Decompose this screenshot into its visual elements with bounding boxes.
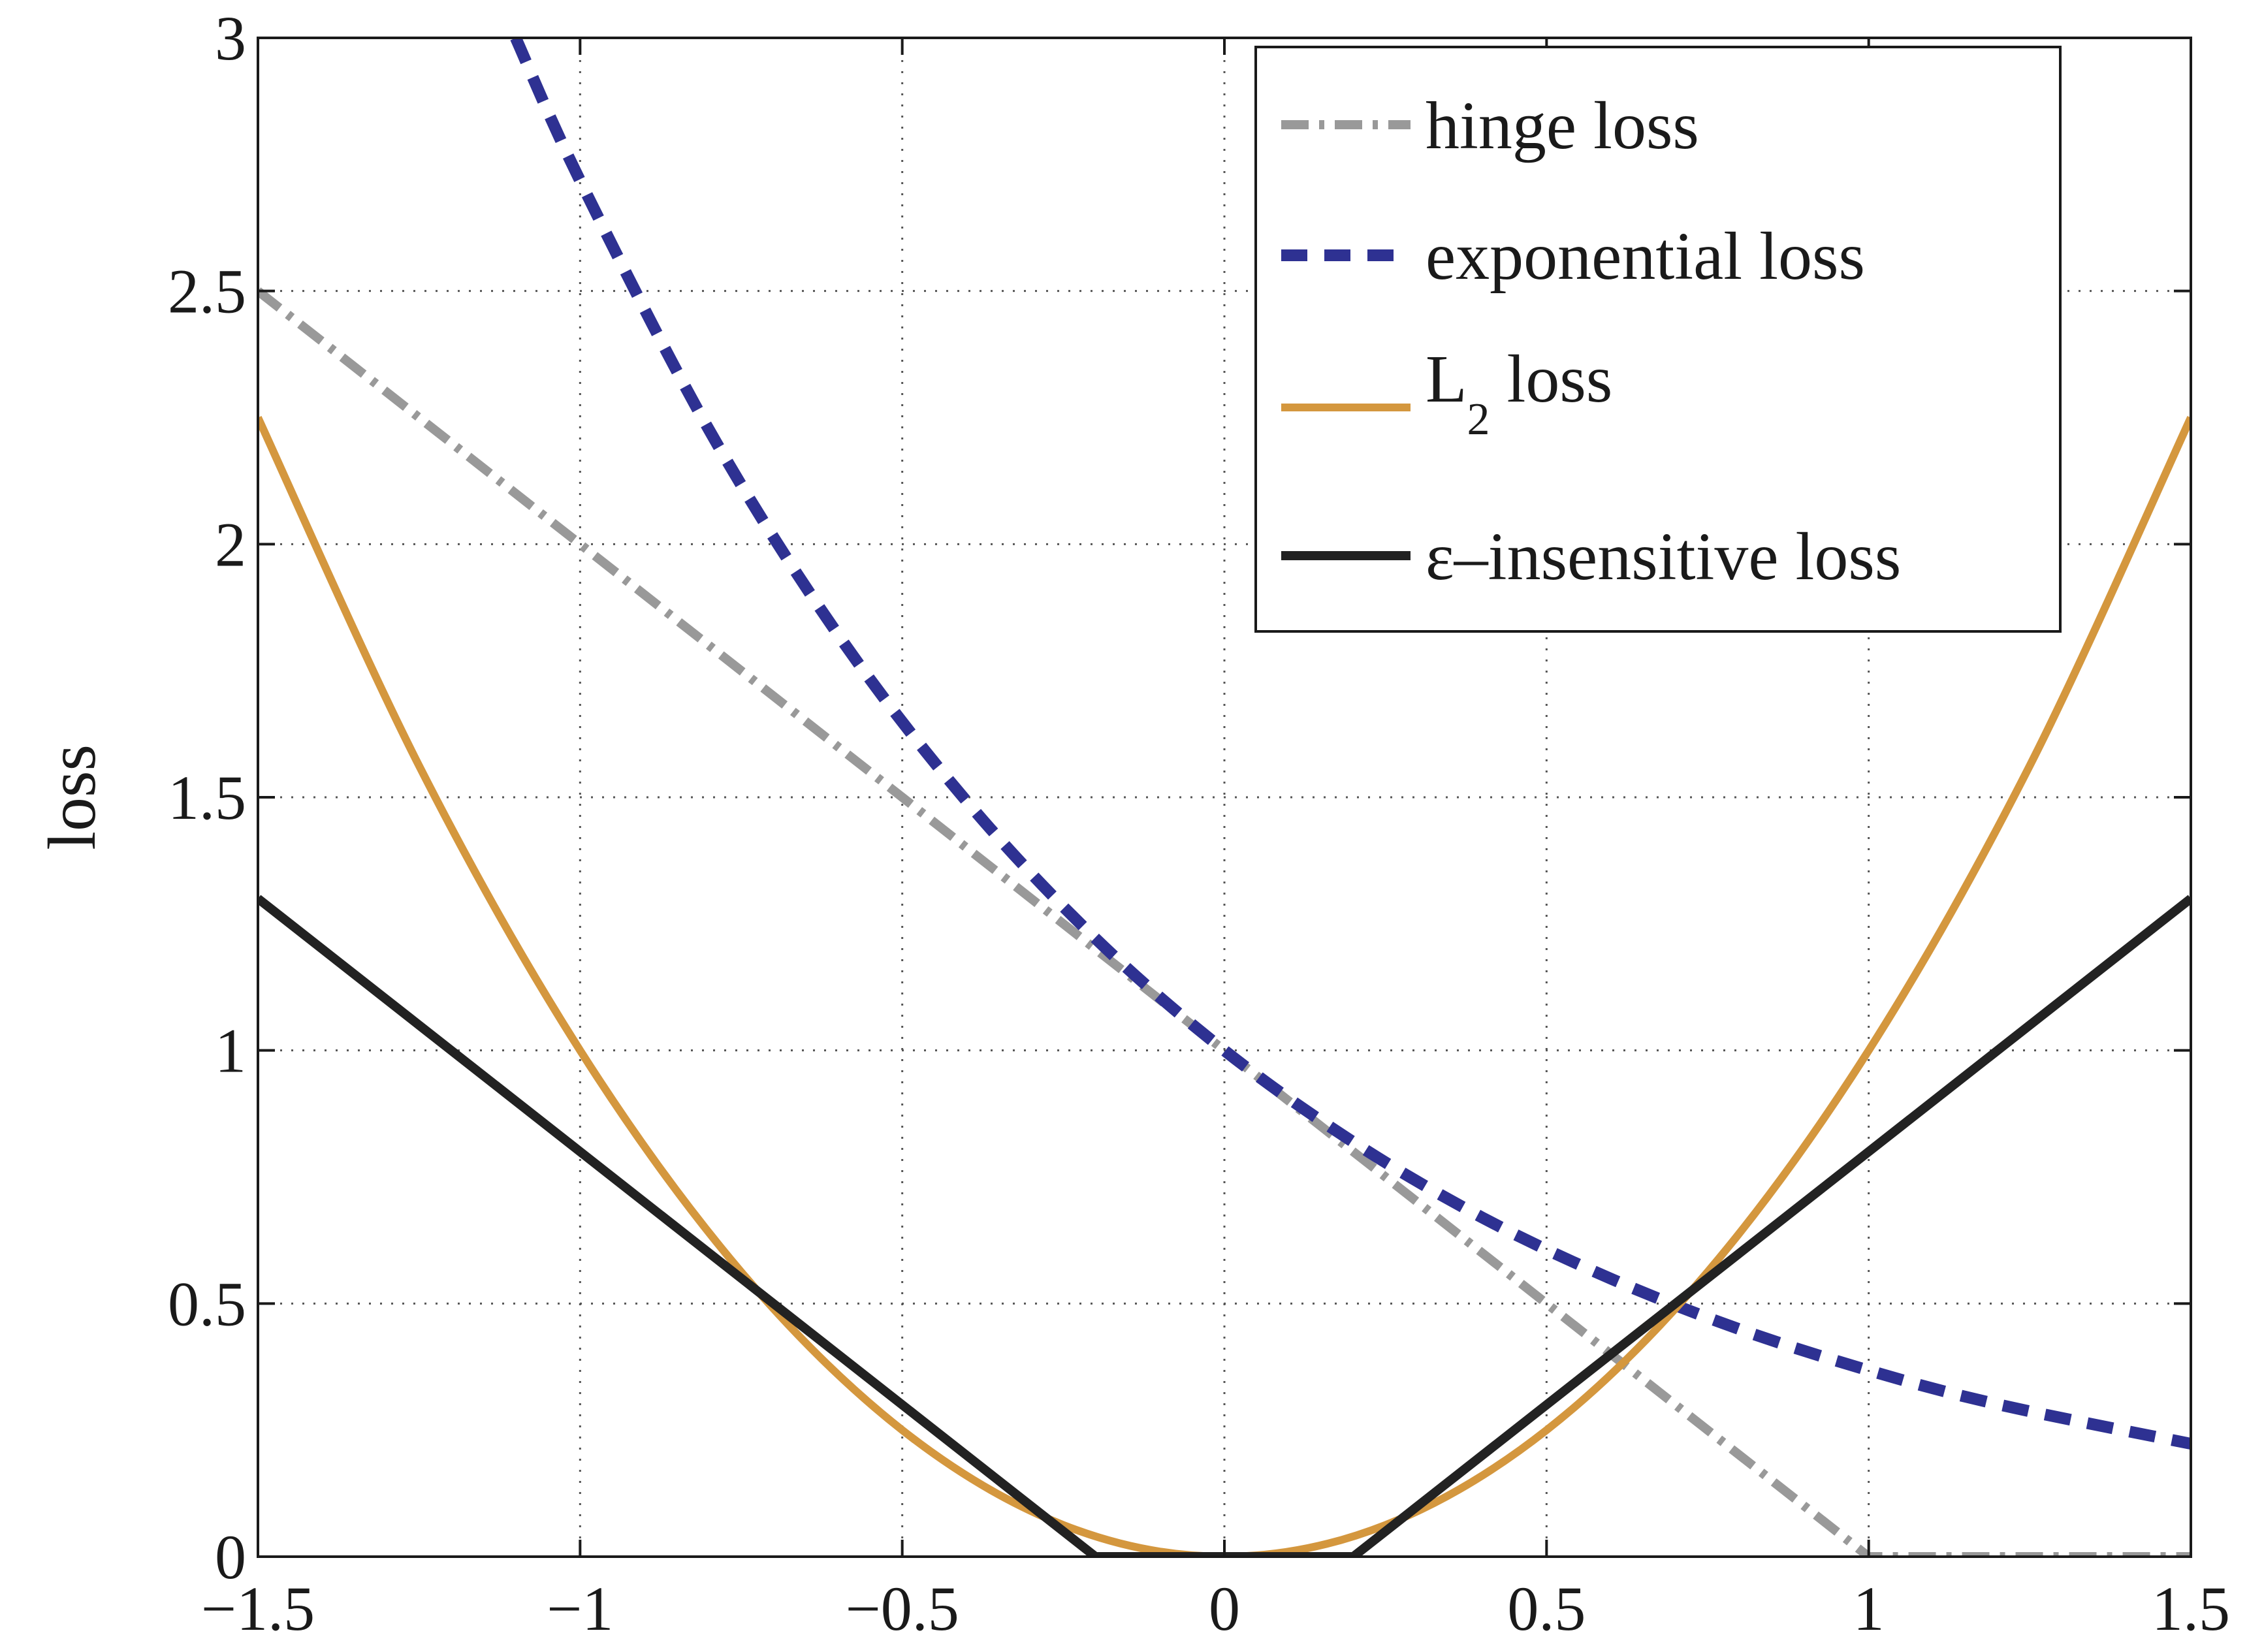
legend-box (1254, 46, 2062, 633)
y-tick-label: 1.5 (168, 763, 246, 833)
y-axis-label: loss (35, 744, 110, 850)
x-tick-label: −1.5 (201, 1574, 315, 1644)
y-tick-label: 0 (215, 1522, 246, 1592)
legend-label-subscript: 2 (1467, 394, 1490, 445)
axis-ticks: −1.5 −1 −0.5 0 0.5 1 1.5 0 0.5 1 1.5 2 2.5 3 (168, 3, 2230, 1644)
hinge-loss-line (258, 287, 2191, 1557)
plot-series (258, 38, 2191, 1557)
y-tick-label: 3 (215, 3, 246, 73)
y-tick-label: 0.5 (168, 1269, 246, 1339)
x-tick-label: 0 (1209, 1574, 1240, 1644)
y-tick-label: 2 (215, 509, 246, 579)
legend-label: exponential loss (1426, 219, 1865, 294)
legend-item-hinge-loss: hinge loss (1281, 88, 1699, 163)
legend-label-tail: loss (1490, 342, 1613, 417)
legend-item-epsilon-insensitive-loss: ε–insensitive loss (1281, 519, 1901, 594)
x-tick-label: 1.5 (2152, 1574, 2230, 1644)
l2-loss-line (258, 415, 2191, 1557)
x-tick-label: 1 (1853, 1574, 1885, 1644)
legend-item-exponential-loss: exponential loss (1281, 219, 1865, 294)
legend-label: hinge loss (1426, 88, 1699, 163)
exponential-loss-line (510, 38, 2191, 1450)
legend-label: ε–insensitive loss (1426, 519, 1901, 594)
x-tick-label: −1 (547, 1574, 613, 1644)
epsilon-insensitive-loss-line (258, 895, 2191, 1557)
x-tick-label: 0.5 (1507, 1574, 1586, 1644)
y-tick-label: 2.5 (168, 257, 246, 326)
x-tick-label: −0.5 (846, 1574, 959, 1644)
y-tick-label: 1 (215, 1016, 246, 1086)
